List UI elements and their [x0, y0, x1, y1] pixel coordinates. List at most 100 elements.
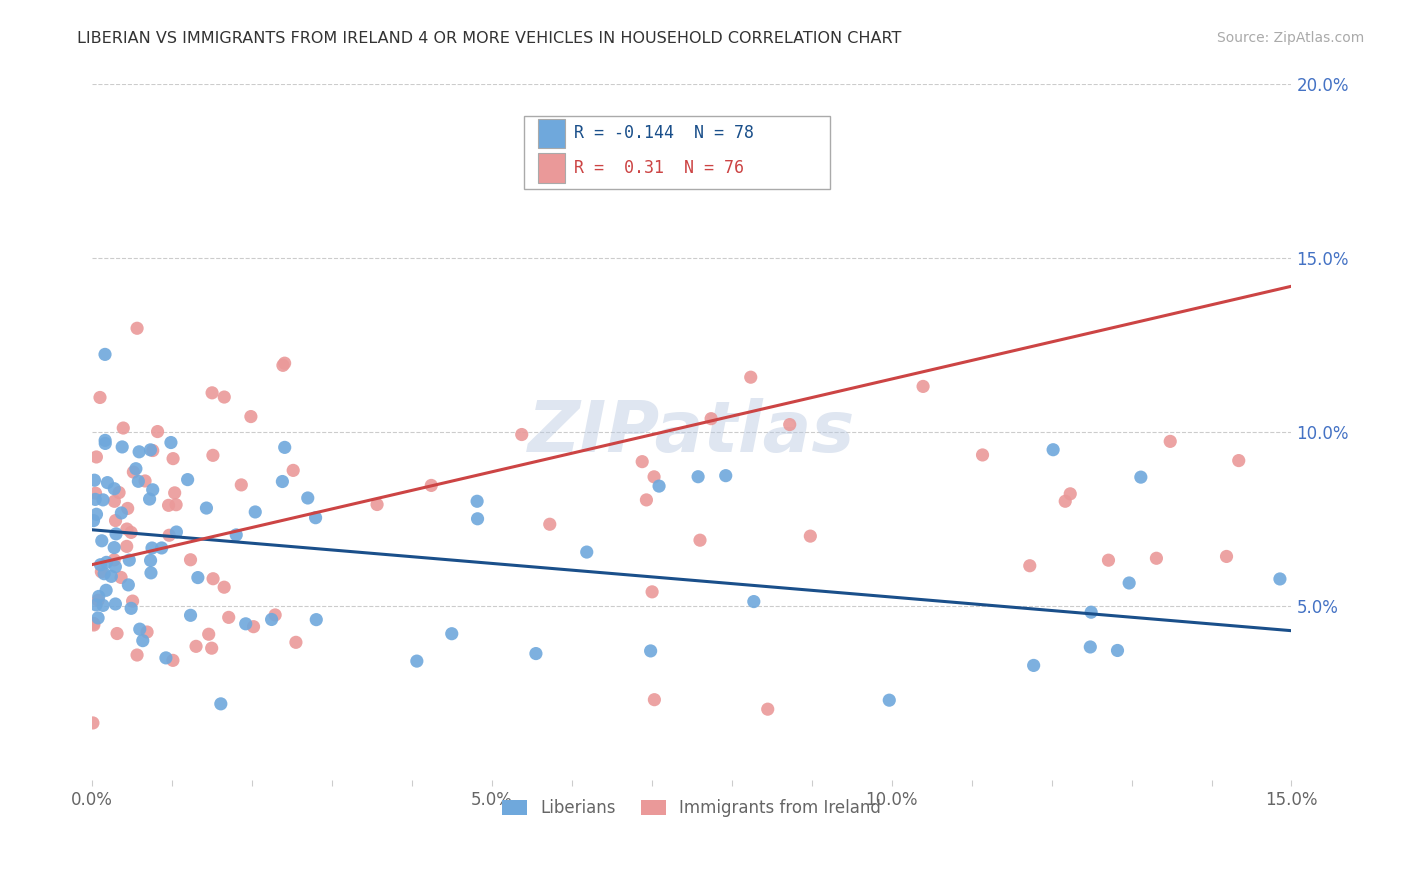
Point	[105, 526, 128, 541]
Point	[100, 569, 122, 583]
Point	[94, 436, 117, 450]
Point	[139, 553, 162, 567]
Point	[138, 492, 160, 507]
Point	[94, 434, 117, 448]
Point	[90, 565, 112, 579]
Point	[128, 445, 150, 459]
Point	[972, 448, 994, 462]
Point	[117, 578, 139, 592]
Text: Source: ZipAtlas.com: Source: ZipAtlas.com	[1216, 31, 1364, 45]
Point	[89, 558, 111, 572]
Point	[83, 514, 105, 528]
Point	[740, 370, 762, 384]
Bar	[538, 119, 565, 148]
Point	[1054, 494, 1077, 508]
Point	[87, 590, 110, 604]
Point	[83, 473, 105, 487]
Point	[575, 545, 598, 559]
Point	[127, 321, 149, 335]
Point	[136, 625, 159, 640]
Point	[239, 409, 262, 424]
Point	[91, 599, 114, 613]
Point	[273, 356, 295, 370]
Point	[103, 541, 125, 555]
Point	[86, 508, 108, 522]
Point	[112, 421, 135, 435]
Point	[714, 468, 737, 483]
Point	[187, 571, 209, 585]
Point	[648, 479, 671, 493]
Point	[180, 608, 202, 623]
Point	[155, 651, 177, 665]
Point	[284, 635, 307, 649]
Point	[1129, 470, 1152, 484]
Point	[83, 616, 105, 631]
Point	[201, 641, 224, 656]
Point	[125, 648, 148, 662]
Point	[122, 465, 145, 479]
Point	[225, 528, 247, 542]
Point	[304, 510, 326, 524]
Point	[134, 474, 156, 488]
Point	[1107, 643, 1129, 657]
Point	[108, 485, 131, 500]
FancyBboxPatch shape	[524, 116, 830, 189]
Point	[87, 593, 110, 607]
Legend: Liberians, Immigrants from Ireland: Liberians, Immigrants from Ireland	[496, 793, 889, 824]
Point	[120, 601, 142, 615]
Point	[118, 553, 141, 567]
Point	[1078, 640, 1101, 654]
Point	[467, 512, 489, 526]
Point	[115, 522, 138, 536]
Point	[756, 702, 779, 716]
Point	[260, 612, 283, 626]
Point	[688, 469, 710, 483]
Point	[111, 440, 134, 454]
Point	[93, 566, 115, 581]
Point	[86, 450, 108, 464]
Point	[104, 559, 127, 574]
Point	[104, 597, 127, 611]
Point	[94, 583, 117, 598]
Point	[165, 498, 187, 512]
Point	[142, 483, 165, 497]
Point	[103, 553, 125, 567]
Point	[83, 618, 105, 632]
Point	[689, 533, 711, 548]
Point	[103, 494, 125, 508]
Point	[1022, 658, 1045, 673]
Point	[82, 715, 104, 730]
Point	[465, 494, 488, 508]
Point	[643, 692, 665, 706]
Point	[877, 693, 900, 707]
Point	[90, 533, 112, 548]
Point	[157, 528, 180, 542]
Point	[110, 506, 132, 520]
Point	[242, 620, 264, 634]
Point	[110, 570, 132, 584]
Point	[271, 475, 294, 489]
Point	[1018, 558, 1040, 573]
Point	[283, 463, 305, 477]
Point	[912, 379, 935, 393]
Point	[1227, 453, 1250, 467]
Point	[264, 607, 287, 622]
Point	[643, 470, 665, 484]
Point	[1159, 434, 1181, 449]
Point	[1042, 442, 1064, 457]
Point	[640, 644, 662, 658]
Point	[271, 359, 294, 373]
Point	[405, 654, 427, 668]
Point	[1080, 605, 1102, 619]
Point	[297, 491, 319, 505]
Point	[1215, 549, 1237, 564]
Point	[184, 640, 207, 654]
Point	[96, 555, 118, 569]
Text: ZIPatlas: ZIPatlas	[529, 398, 855, 467]
Point	[1144, 551, 1167, 566]
Point	[128, 622, 150, 636]
Point	[636, 492, 658, 507]
Point	[231, 478, 253, 492]
Point	[641, 585, 664, 599]
Point	[142, 443, 165, 458]
